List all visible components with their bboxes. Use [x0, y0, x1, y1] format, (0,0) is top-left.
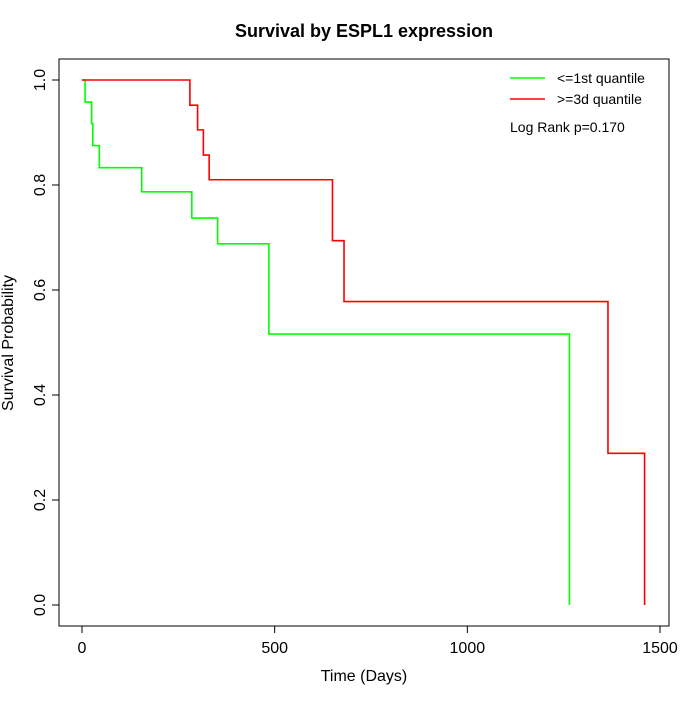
x-axis-label: Time (Days) — [321, 668, 408, 685]
y-tick-label: 0.8 — [32, 174, 49, 196]
x-axis: 0 500 1000 1500 — [78, 625, 678, 657]
y-tick-label: 0.4 — [32, 384, 49, 406]
x-tick-label: 1000 — [450, 640, 486, 657]
survival-curve-series-2 — [82, 79, 646, 605]
x-tick-label: 1500 — [642, 640, 678, 657]
plot-frame — [58, 58, 670, 627]
y-tick-label: 0.6 — [32, 279, 49, 301]
chart-title: Survival by ESPL1 expression — [235, 21, 493, 41]
x-tick-label: 0 — [78, 640, 87, 657]
legend-label-series-1: <=1st quantile — [557, 70, 645, 86]
legend: <=1st quantile >=3d quantile — [510, 70, 645, 107]
y-axis: 0.0 0.2 0.4 0.6 0.8 1.0 — [32, 69, 60, 616]
y-tick-label: 1.0 — [32, 69, 49, 91]
log-rank-annotation: Log Rank p=0.170 — [510, 119, 625, 135]
survival-curves — [82, 79, 646, 605]
x-tick-label: 500 — [261, 640, 288, 657]
y-axis-label: Survival Probability — [0, 275, 17, 411]
survival-curve-series-1 — [82, 79, 571, 605]
y-tick-label: 0.2 — [32, 489, 49, 511]
y-tick-label: 0.0 — [32, 594, 49, 616]
legend-label-series-2: >=3d quantile — [557, 91, 642, 107]
